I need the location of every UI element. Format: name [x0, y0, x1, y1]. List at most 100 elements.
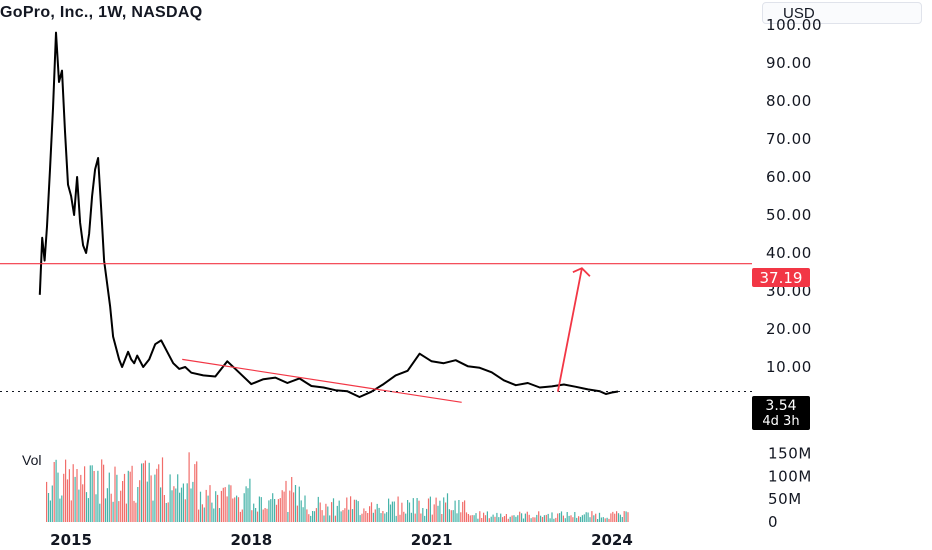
volume-bar: [179, 492, 181, 522]
volume-bar: [363, 508, 365, 522]
volume-bar: [258, 496, 260, 522]
y-tick-label: 50.00: [766, 206, 812, 224]
volume-bar: [606, 517, 608, 522]
volume-bar: [207, 495, 209, 522]
volume-bar: [414, 513, 416, 522]
volume-bar: [391, 501, 393, 522]
volume-bar: [426, 508, 428, 522]
volume-bar: [275, 504, 278, 522]
volume-bar: [82, 484, 84, 522]
volume-bar: [49, 500, 51, 522]
volume-bar: [293, 492, 295, 522]
volume-bar: [439, 500, 441, 522]
volume-bar: [511, 515, 513, 522]
volume-bar: [296, 505, 298, 522]
volume-bar: [215, 491, 217, 522]
volume-bar: [205, 489, 207, 522]
volume-bar: [131, 465, 133, 522]
volume-bar: [367, 513, 369, 522]
projection-arrow: [556, 267, 591, 392]
volume-bar: [424, 515, 426, 522]
volume-bar: [418, 500, 420, 522]
volume-bar: [370, 502, 373, 522]
volume-bar: [331, 502, 333, 522]
volume-bar: [129, 471, 131, 522]
volume-bar: [416, 498, 418, 522]
trend-line: [182, 358, 462, 403]
volume-bar: [623, 511, 625, 522]
volume-label: Vol: [22, 452, 42, 468]
volume-bar: [374, 509, 376, 522]
volume-bars: [46, 452, 629, 522]
volume-bar: [591, 511, 593, 522]
volume-bar: [53, 462, 55, 522]
x-tick-label: 2018: [230, 531, 272, 549]
volume-bar: [382, 511, 384, 522]
price-line: [38, 31, 619, 398]
volume-bar: [85, 492, 88, 522]
y-tick-label: 10.00: [766, 358, 812, 376]
volume-bar: [66, 479, 69, 522]
volume-bar: [378, 507, 380, 522]
volume-bar: [72, 464, 74, 522]
y-tick-label: 60.00: [766, 168, 812, 186]
volume-bar: [158, 464, 160, 522]
volume-bar: [372, 512, 374, 522]
volume-bar: [355, 499, 357, 522]
volume-tick-label: 100M: [768, 467, 812, 485]
volume-bar: [422, 508, 424, 522]
volume-bar: [494, 516, 496, 522]
volume-bar: [190, 488, 192, 522]
volume-bar: [114, 466, 116, 522]
volume-bar: [475, 513, 477, 522]
volume-bar: [241, 509, 243, 522]
volume-bar: [156, 468, 158, 522]
currency-button[interactable]: USD: [762, 2, 922, 24]
volume-bar: [488, 518, 490, 522]
volume-bar: [101, 459, 103, 522]
volume-bar: [521, 513, 523, 522]
volume-bar: [526, 511, 528, 522]
volume-bar: [218, 508, 221, 522]
volume-bar: [597, 519, 599, 522]
volume-bar: [171, 490, 173, 522]
volume-bar: [315, 508, 317, 522]
volume-bar: [317, 496, 319, 522]
volume-bar: [427, 498, 430, 522]
volume-bar: [334, 515, 336, 522]
x-tick-label: 2021: [411, 531, 453, 549]
volume-bar: [116, 474, 118, 522]
level-badge-value: 37.19: [760, 269, 803, 287]
volume-bar: [600, 517, 602, 522]
volume-bar: [357, 501, 359, 522]
volume-bar: [437, 505, 439, 522]
volume-bar: [285, 480, 287, 522]
volume-bar: [150, 475, 152, 522]
volume-bar: [625, 511, 627, 522]
volume-bar: [184, 499, 186, 522]
volume-bar: [332, 498, 335, 522]
volume-bar: [617, 513, 620, 522]
volume-bar: [583, 514, 585, 522]
volume-bar: [614, 513, 616, 522]
volume-bar: [161, 457, 164, 522]
volume-bar: [228, 484, 230, 522]
price-badge-value: 3.54: [765, 398, 796, 414]
volume-bar: [441, 514, 443, 522]
volume-bar: [559, 513, 561, 522]
volume-bar: [122, 481, 124, 522]
volume-bar: [608, 518, 610, 522]
x-tick-label: 2024: [591, 531, 633, 549]
volume-bar: [201, 504, 203, 522]
volume-bar: [450, 510, 452, 522]
volume-bar: [454, 500, 456, 522]
volume-bar: [268, 500, 270, 522]
volume-bar: [555, 517, 557, 522]
volume-bar: [120, 490, 122, 522]
volume-bar: [344, 508, 346, 522]
volume-bar: [146, 481, 148, 522]
volume-bar: [576, 517, 578, 522]
volume-bar: [226, 496, 228, 522]
